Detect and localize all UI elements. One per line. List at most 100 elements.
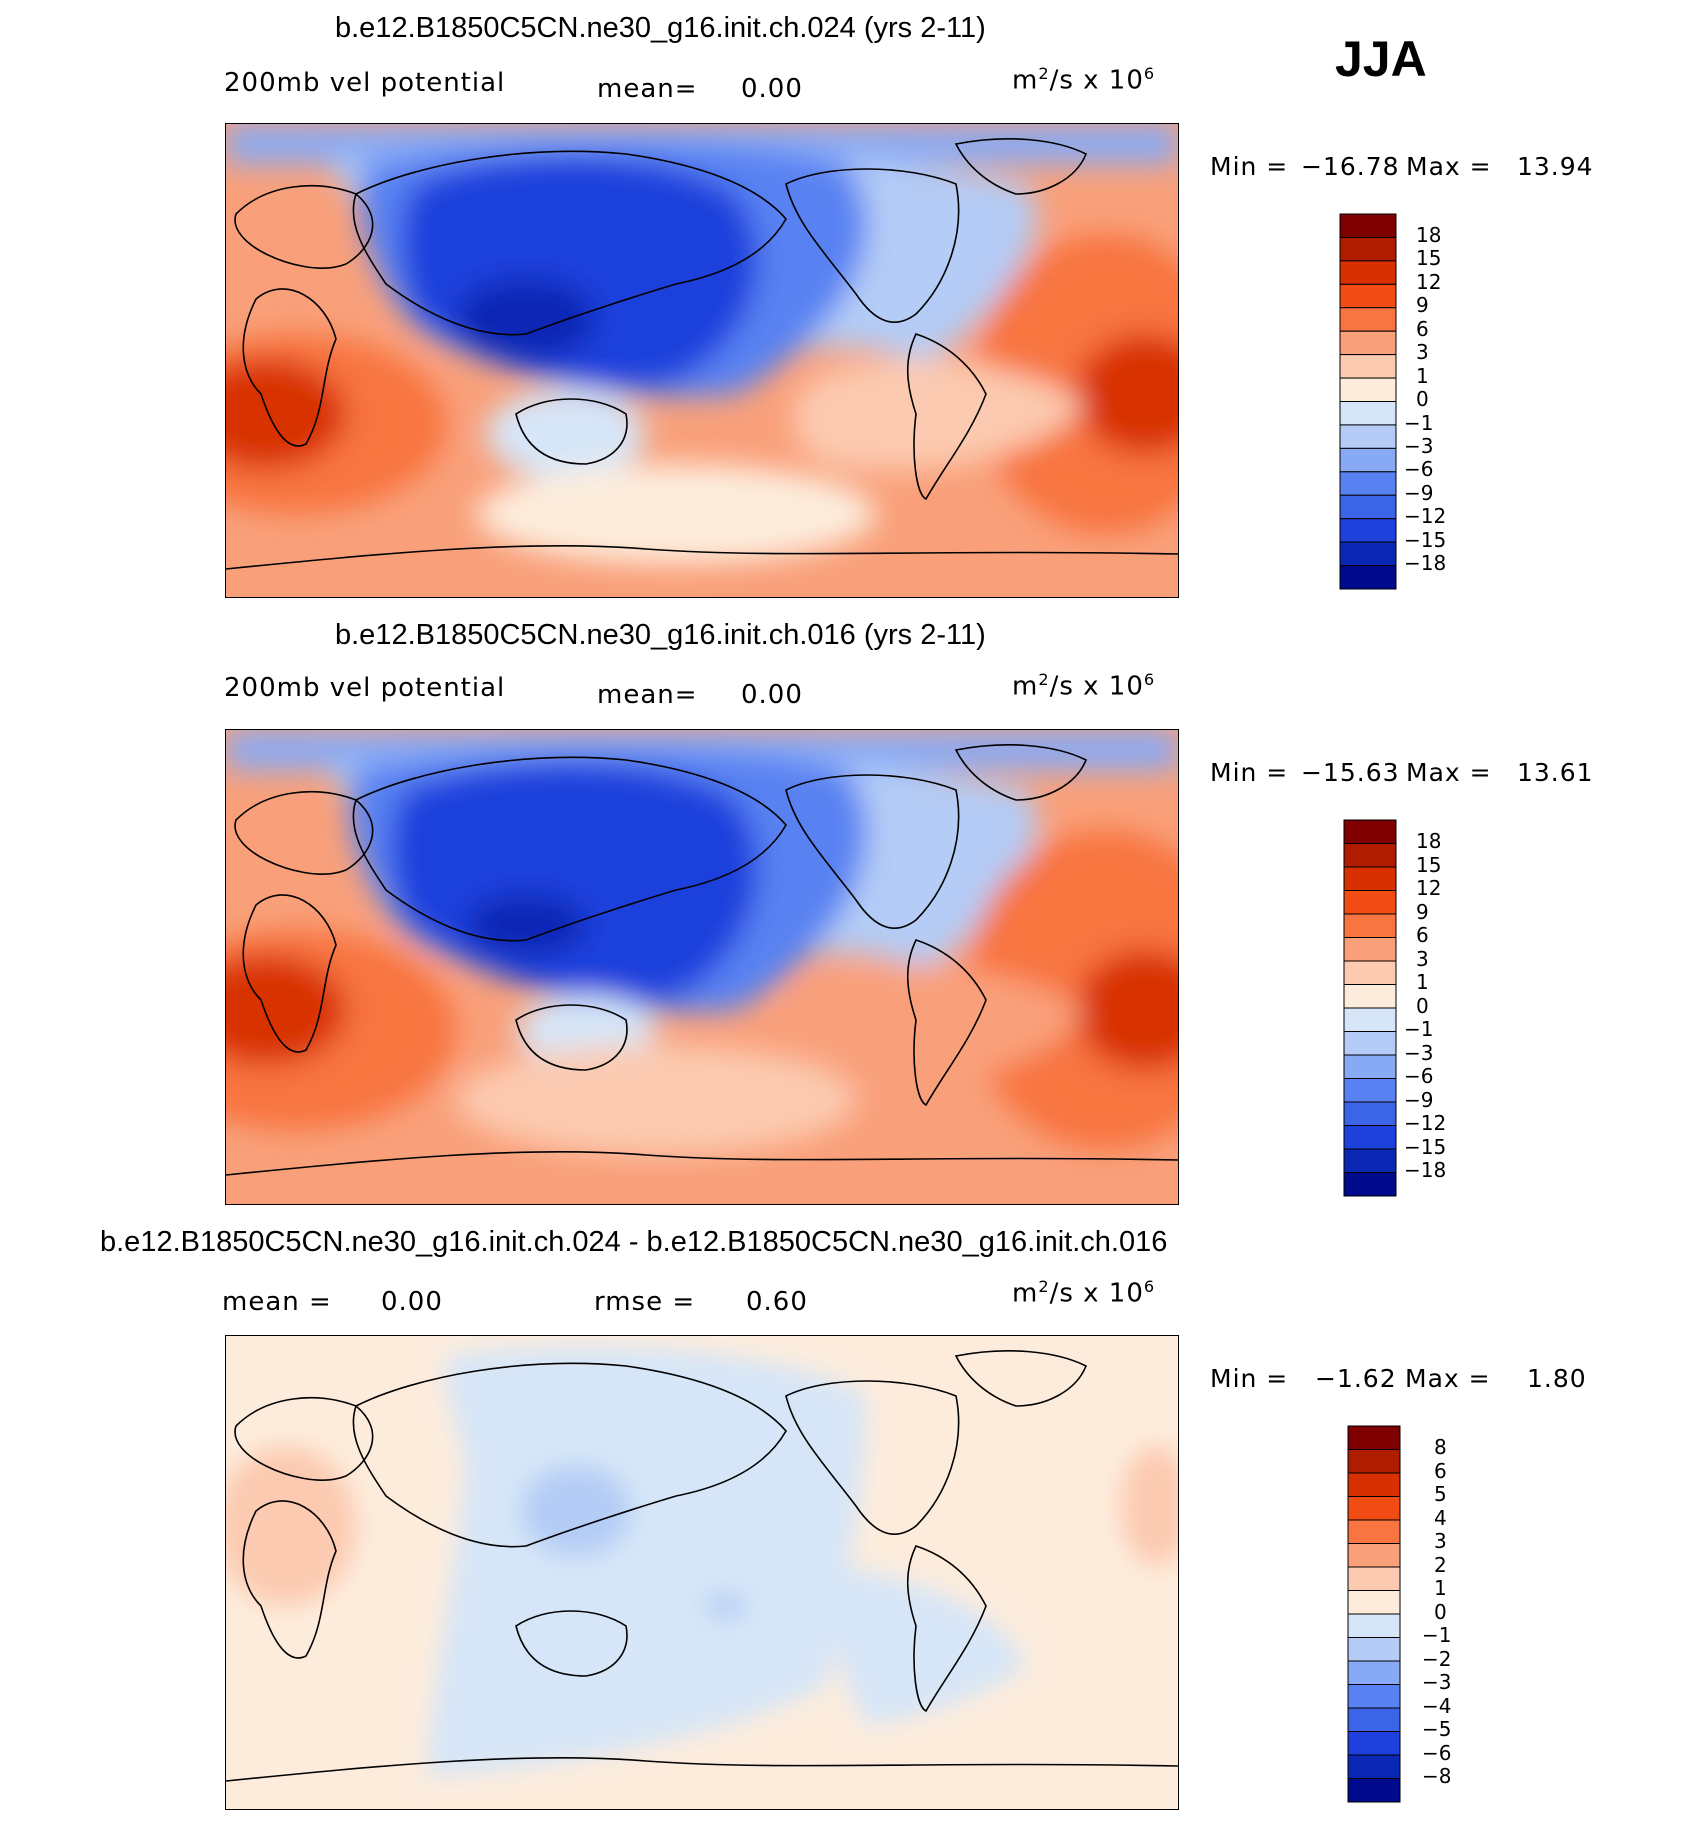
colorbar-bin bbox=[1339, 424, 1397, 449]
panel-1-colorbar-bins bbox=[1339, 213, 1397, 590]
season-label: JJA bbox=[1335, 31, 1427, 87]
colorbar-tick-label: 0 bbox=[1434, 1599, 1447, 1624]
panel-2-max-label: Max = bbox=[1406, 758, 1492, 787]
panel-1-max-label: Max = bbox=[1406, 152, 1492, 181]
field-small-negative bbox=[706, 1594, 746, 1618]
panel-2-colorbar-bins bbox=[1343, 819, 1397, 1197]
colorbar-bin bbox=[1343, 937, 1397, 962]
colorbar-tick-label: 18 bbox=[1416, 829, 1442, 853]
panel-2-coastlines bbox=[226, 744, 1178, 1176]
field-east-pacific-negative bbox=[826, 1566, 1026, 1726]
panel-3-colorbar bbox=[1347, 1425, 1403, 1808]
colorbar-bin bbox=[1347, 1543, 1401, 1568]
colorbar-bin bbox=[1343, 1007, 1397, 1032]
colorbar-tick-label: −12 bbox=[1404, 1111, 1447, 1135]
panel-3-map-plot bbox=[226, 1336, 1178, 1809]
colorbar-bin bbox=[1339, 213, 1397, 238]
colorbar-tick-label: 2 bbox=[1434, 1552, 1447, 1577]
colorbar-tick-label: −1 bbox=[1404, 1017, 1434, 1041]
colorbar-bin bbox=[1347, 1472, 1401, 1497]
field-pacific-negative bbox=[426, 1346, 866, 1776]
panel-1-map bbox=[225, 123, 1179, 598]
colorbar-bin bbox=[1347, 1449, 1401, 1474]
colorbar-bin bbox=[1343, 1172, 1397, 1197]
field-atlantic-positive bbox=[966, 830, 1178, 1150]
colorbar-tick-label: 12 bbox=[1416, 269, 1442, 294]
field-southern-positive bbox=[926, 1696, 1178, 1809]
colorbar-tick-label: 9 bbox=[1416, 293, 1429, 318]
colorbar-bin bbox=[1339, 283, 1397, 309]
field-pacific-positive bbox=[783, 965, 1086, 1087]
colorbar-tick-label: −15 bbox=[1404, 527, 1447, 552]
panel-3-min-value: −1.62 bbox=[1315, 1364, 1397, 1393]
field-southern-weak bbox=[456, 1045, 856, 1155]
panel-1-colorbar-svg bbox=[1339, 213, 1397, 590]
panel-1-max-value: 13.94 bbox=[1517, 152, 1594, 181]
colorbar-tick-label: 0 bbox=[1416, 387, 1429, 412]
colorbar-tick-label: 1 bbox=[1434, 1576, 1447, 1600]
colorbar-tick-label: 3 bbox=[1416, 946, 1429, 971]
panel-3-rmse-value: 0.60 bbox=[746, 1287, 808, 1317]
colorbar-tick-label: −1 bbox=[1422, 1623, 1452, 1647]
colorbar-bin bbox=[1339, 236, 1397, 262]
panel-2-max-value: 13.61 bbox=[1517, 758, 1594, 787]
field-africa-positive bbox=[226, 1446, 356, 1606]
panel-2-units: m2/s x 106 bbox=[1012, 670, 1156, 702]
panel-3-coastlines bbox=[226, 1350, 1178, 1782]
colorbar-bin bbox=[1343, 866, 1397, 891]
panel-1-coastlines bbox=[226, 138, 1178, 570]
colorbar-tick-label: 8 bbox=[1434, 1435, 1447, 1459]
colorbar-bin bbox=[1347, 1613, 1401, 1638]
colorbar-bin bbox=[1339, 354, 1397, 379]
colorbar-tick-label: 3 bbox=[1434, 1529, 1447, 1553]
colorbar-bin bbox=[1347, 1707, 1401, 1732]
colorbar-tick-label: −3 bbox=[1422, 1670, 1452, 1694]
colorbar-tick-label: 6 bbox=[1416, 923, 1429, 947]
colorbar-tick-label: −3 bbox=[1404, 1040, 1434, 1065]
panel-3-units: m2/s x 106 bbox=[1012, 1277, 1156, 1309]
colorbar-tick-label: −6 bbox=[1404, 457, 1434, 482]
colorbar-bin bbox=[1347, 1660, 1401, 1685]
colorbar-bin bbox=[1339, 260, 1397, 285]
colorbar-tick-label: −18 bbox=[1404, 551, 1447, 576]
colorbar-bin bbox=[1343, 890, 1397, 915]
colorbar-tick-label: −15 bbox=[1404, 1134, 1447, 1159]
colorbar-tick-label: 3 bbox=[1416, 340, 1429, 365]
panel-2-colorbar-svg bbox=[1343, 819, 1397, 1197]
colorbar-bin bbox=[1339, 307, 1397, 332]
panel-3-rmse-label: rmse = bbox=[594, 1287, 696, 1317]
field-africa-max bbox=[226, 359, 346, 469]
colorbar-bin bbox=[1339, 518, 1397, 543]
field-atlantic-max bbox=[1076, 950, 1178, 1070]
field-pacific-positive bbox=[792, 359, 1086, 471]
panel-3-min-label: Min = bbox=[1210, 1364, 1289, 1393]
panel-1-min-value: −16.78 bbox=[1301, 152, 1400, 181]
panel-2-map bbox=[225, 729, 1179, 1205]
colorbar-tick-label: 6 bbox=[1416, 316, 1429, 341]
colorbar-bin bbox=[1347, 1754, 1401, 1779]
colorbar-bin bbox=[1343, 1054, 1397, 1079]
panel-2-min-label: Min = bbox=[1210, 758, 1289, 787]
colorbar-tick-label: −9 bbox=[1404, 1087, 1434, 1112]
panel-3-colorbar-bins bbox=[1347, 1425, 1401, 1803]
colorbar-tick-label: −3 bbox=[1404, 433, 1434, 458]
panel-1-title: b.e12.B1850C5CN.ne30_g16.init.ch.024 (yr… bbox=[335, 12, 986, 44]
colorbar-tick-label: 0 bbox=[1416, 993, 1429, 1018]
panel-1-map-plot bbox=[226, 124, 1178, 597]
colorbar-bin bbox=[1343, 1078, 1397, 1103]
colorbar-tick-label: −18 bbox=[1404, 1158, 1447, 1182]
colorbar-bin bbox=[1343, 960, 1397, 985]
colorbar-tick-label: 4 bbox=[1434, 1505, 1447, 1530]
colorbar-tick-label: −6 bbox=[1422, 1740, 1452, 1765]
panel-1-colorbar bbox=[1339, 213, 1399, 595]
colorbar-tick-label: 1 bbox=[1416, 363, 1429, 388]
colorbar-tick-label: 5 bbox=[1434, 1482, 1447, 1506]
field-australia-negative bbox=[486, 389, 646, 479]
field-southern-weak bbox=[476, 464, 876, 564]
panel-1-mean-value: 0.00 bbox=[741, 74, 803, 104]
panel-3-colorbar-svg bbox=[1347, 1425, 1401, 1803]
field-africa-max bbox=[226, 955, 346, 1065]
panel-2-title: b.e12.B1850C5CN.ne30_g16.init.ch.016 (yr… bbox=[335, 619, 986, 651]
colorbar-bin bbox=[1339, 377, 1397, 402]
panel-2-mean-value: 0.00 bbox=[741, 680, 803, 710]
